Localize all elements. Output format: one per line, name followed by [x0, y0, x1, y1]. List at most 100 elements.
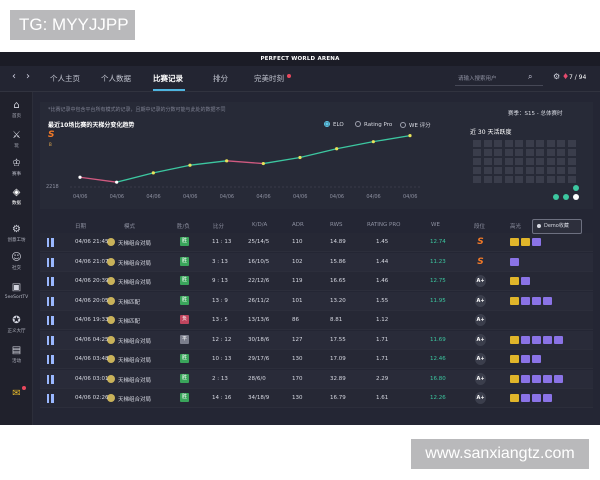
- table-row[interactable]: 04/06 21:45 天梯组合对局 11 : 13 25/14/5 110 14.89 1…: [40, 233, 593, 252]
- highlight-icon[interactable]: [510, 257, 519, 266]
- tab-highlights[interactable]: 完美时刻: [254, 74, 284, 83]
- cell-rating: 1.71: [376, 356, 389, 362]
- highlight-icon[interactable]: [543, 374, 552, 383]
- tab-home[interactable]: 个人主页: [50, 74, 80, 83]
- legend-we[interactable]: WE 评分: [400, 121, 431, 129]
- elo-point: [151, 171, 155, 175]
- cell-adr: 101: [292, 297, 303, 304]
- highlight-icon[interactable]: [510, 296, 519, 305]
- highlight-icon[interactable]: [543, 296, 552, 305]
- cell-score: 13 : 5: [212, 317, 228, 323]
- tab-ranking[interactable]: 排分: [213, 74, 228, 83]
- back-button[interactable]: ‹: [12, 71, 16, 82]
- tab-personal-data[interactable]: 个人数据: [101, 74, 131, 83]
- rank-badge: A+: [475, 275, 486, 287]
- table-row[interactable]: 04/06 04:25 天梯组合对局 12 : 12 30/18/6 127 17.55 1…: [40, 330, 593, 350]
- table-row[interactable]: 04/06 20:39 天梯组合对局 9 : 13 22/12/6 119 16.65 1.…: [40, 272, 593, 291]
- highlight-icon[interactable]: [521, 355, 530, 363]
- elo-line-segment: [263, 156, 301, 165]
- rank-badge: A+: [475, 353, 486, 365]
- sidebar-item-workshop[interactable]: ⚙ 创意工坊: [0, 224, 33, 243]
- highlight-icon[interactable]: [510, 394, 519, 402]
- result-badge: 负: [180, 315, 189, 324]
- cell-we: 12.26: [430, 395, 446, 401]
- search-icon[interactable]: ⌕: [528, 72, 533, 81]
- elo-line-segment: [336, 141, 374, 150]
- season-select[interactable]: 赛季：S15 - 总体赛时: [508, 111, 563, 117]
- highlight-icon[interactable]: [521, 335, 530, 344]
- stats-icon[interactable]: [47, 374, 54, 384]
- heatmap-dot: [553, 194, 559, 200]
- heatmap-cell: [515, 149, 523, 156]
- highlight-icon[interactable]: [543, 394, 552, 402]
- highlight-icon[interactable]: [543, 335, 552, 344]
- sidebar-item-guild[interactable]: ✪ 正义大厅: [0, 315, 33, 334]
- sidebar-item-home[interactable]: ⌂ 首页: [0, 100, 33, 119]
- result-badge: 胜: [180, 393, 189, 402]
- sidebar-item-gift[interactable]: ✉: [0, 388, 33, 400]
- event-icon: ▤: [11, 345, 22, 356]
- stats-icon[interactable]: [47, 257, 54, 267]
- stats-icon[interactable]: [47, 296, 54, 306]
- table-row[interactable]: 04/06 20:05 天梯匹配 13 : 9 26/11/2 101 13.20 1.55…: [40, 291, 593, 311]
- tab-match-history[interactable]: 比赛记录: [153, 74, 183, 83]
- cell-date: 04/06 21:45: [75, 239, 109, 245]
- sidebar-item-activity[interactable]: ▤ 活动: [0, 345, 33, 364]
- highlight-icon[interactable]: [532, 238, 541, 246]
- settings-icon[interactable]: ⚙: [553, 72, 561, 81]
- app-title: PERFECT WORLD ARENA: [0, 52, 600, 66]
- stats-icon[interactable]: [47, 394, 54, 403]
- cell-adr: 130: [292, 356, 303, 362]
- stats-icon[interactable]: [47, 355, 54, 364]
- highlight-icon[interactable]: [510, 238, 519, 246]
- highlight-icon[interactable]: [510, 374, 519, 383]
- sidebar-item-play[interactable]: ⚔ 玩: [0, 130, 33, 149]
- search-input[interactable]: 请输入搜索用户: [455, 73, 543, 86]
- highlight-icon[interactable]: [532, 335, 541, 344]
- cell-we: 11.69: [430, 336, 446, 343]
- table-row[interactable]: 04/06 03:01 天梯组合对局 2 : 13 28/6/0 170 32.89 2.2…: [40, 369, 593, 389]
- table-row[interactable]: 04/06 19:33 天梯匹配 13 : 5 13/13/6 86 8.81 1.12 负 A…: [40, 311, 593, 330]
- sidebar-item-tv[interactable]: ▣ 5eeSortTV: [0, 282, 33, 300]
- stats-icon[interactable]: [47, 238, 54, 247]
- highlight-icon[interactable]: [521, 277, 530, 285]
- highlight-icon[interactable]: [532, 355, 541, 363]
- heatmap-cell: [536, 176, 544, 183]
- table-row[interactable]: 04/06 02:26 天梯组合对局 14 : 16 34/18/9 130 16.79 1…: [40, 389, 593, 408]
- highlight-icon[interactable]: [521, 238, 530, 246]
- highlight-icon[interactable]: [554, 374, 563, 383]
- highlight-icon[interactable]: [532, 394, 541, 402]
- highlight-icon[interactable]: [554, 335, 563, 344]
- legend-elo[interactable]: ELO: [324, 121, 344, 128]
- table-row[interactable]: 04/06 21:07 天梯组合对局 3 : 13 16/10/5 102 15.86 1.…: [40, 252, 593, 272]
- highlight-icon[interactable]: [510, 277, 519, 285]
- cell-we: 11.95: [430, 297, 446, 304]
- cell-mode: 天梯组合对局: [118, 338, 152, 345]
- sidebar-item-data[interactable]: ◈ 数据: [0, 187, 33, 206]
- heatmap-cell: [567, 167, 576, 174]
- chart-title: 最近10场比赛的天梯分变化趋势: [48, 122, 135, 129]
- trophy-icon: ♔: [12, 158, 21, 169]
- forward-button[interactable]: ›: [26, 71, 30, 82]
- legend-rating-pro[interactable]: Rating Pro: [355, 121, 392, 128]
- stats-icon[interactable]: [47, 277, 54, 286]
- highlight-icon[interactable]: [510, 335, 519, 344]
- highlight-icon[interactable]: [532, 374, 541, 383]
- elo-point: [261, 161, 265, 166]
- heatmap-cell: [483, 176, 492, 183]
- highlight-icon[interactable]: [521, 394, 530, 402]
- demo-favorite-button[interactable]: Demo收藏: [532, 219, 582, 234]
- stats-icon[interactable]: [47, 316, 54, 325]
- cell-date: 04/06 21:07: [75, 258, 109, 265]
- cell-kda: 28/6/0: [248, 375, 266, 382]
- highlight-icon[interactable]: [510, 355, 519, 363]
- stats-icon[interactable]: [47, 335, 54, 345]
- highlight-icon[interactable]: [521, 296, 530, 305]
- highlight-icon[interactable]: [521, 374, 530, 383]
- cell-rws: 17.09: [330, 356, 346, 362]
- highlight-icon[interactable]: [532, 296, 541, 305]
- table-row[interactable]: 04/06 03:48 天梯组合对局 10 : 13 29/17/6 130 17.09 1…: [40, 350, 593, 369]
- sidebar-item-social[interactable]: ☺ 社交: [0, 252, 33, 271]
- sidebar-item-events[interactable]: ♔ 赛事: [0, 158, 33, 177]
- heatmap-cell: [546, 176, 555, 183]
